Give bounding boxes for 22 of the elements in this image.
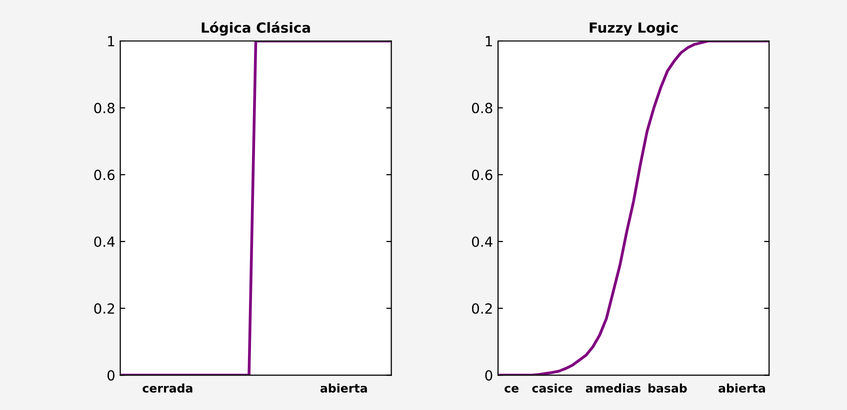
x-tick-label: abierta — [320, 383, 367, 393]
y-tick-label: 0.4 — [472, 236, 492, 247]
x-tick-label: abierta — [718, 383, 765, 393]
x-tick-label: cerrada — [142, 383, 192, 393]
chart-title: Fuzzy Logic — [590, 22, 678, 36]
x-tick-label: amedias — [586, 383, 641, 393]
y-tick-label: 0.6 — [472, 170, 492, 180]
chart-title: Lógica Clásica — [202, 22, 310, 36]
y-tick-label: 0.8 — [94, 102, 114, 114]
y-tick-label: 0.8 — [472, 102, 492, 114]
x-tick-label: basab — [648, 383, 687, 393]
y-tick-label: 0 — [485, 370, 492, 381]
y-tick-label: 0.2 — [472, 303, 492, 314]
y-tick-label: 0 — [107, 370, 114, 381]
x-tick-label: casice — [532, 383, 572, 393]
y-tick-label: 1 — [486, 36, 492, 46]
y-tick-label: 0.6 — [94, 170, 115, 180]
y-tick-label: 0.2 — [94, 303, 114, 314]
line-series — [498, 41, 770, 376]
x-tick-label: ce — [504, 386, 519, 393]
y-tick-label: 0.4 — [94, 236, 115, 247]
y-tick-label: 1 — [108, 36, 114, 46]
